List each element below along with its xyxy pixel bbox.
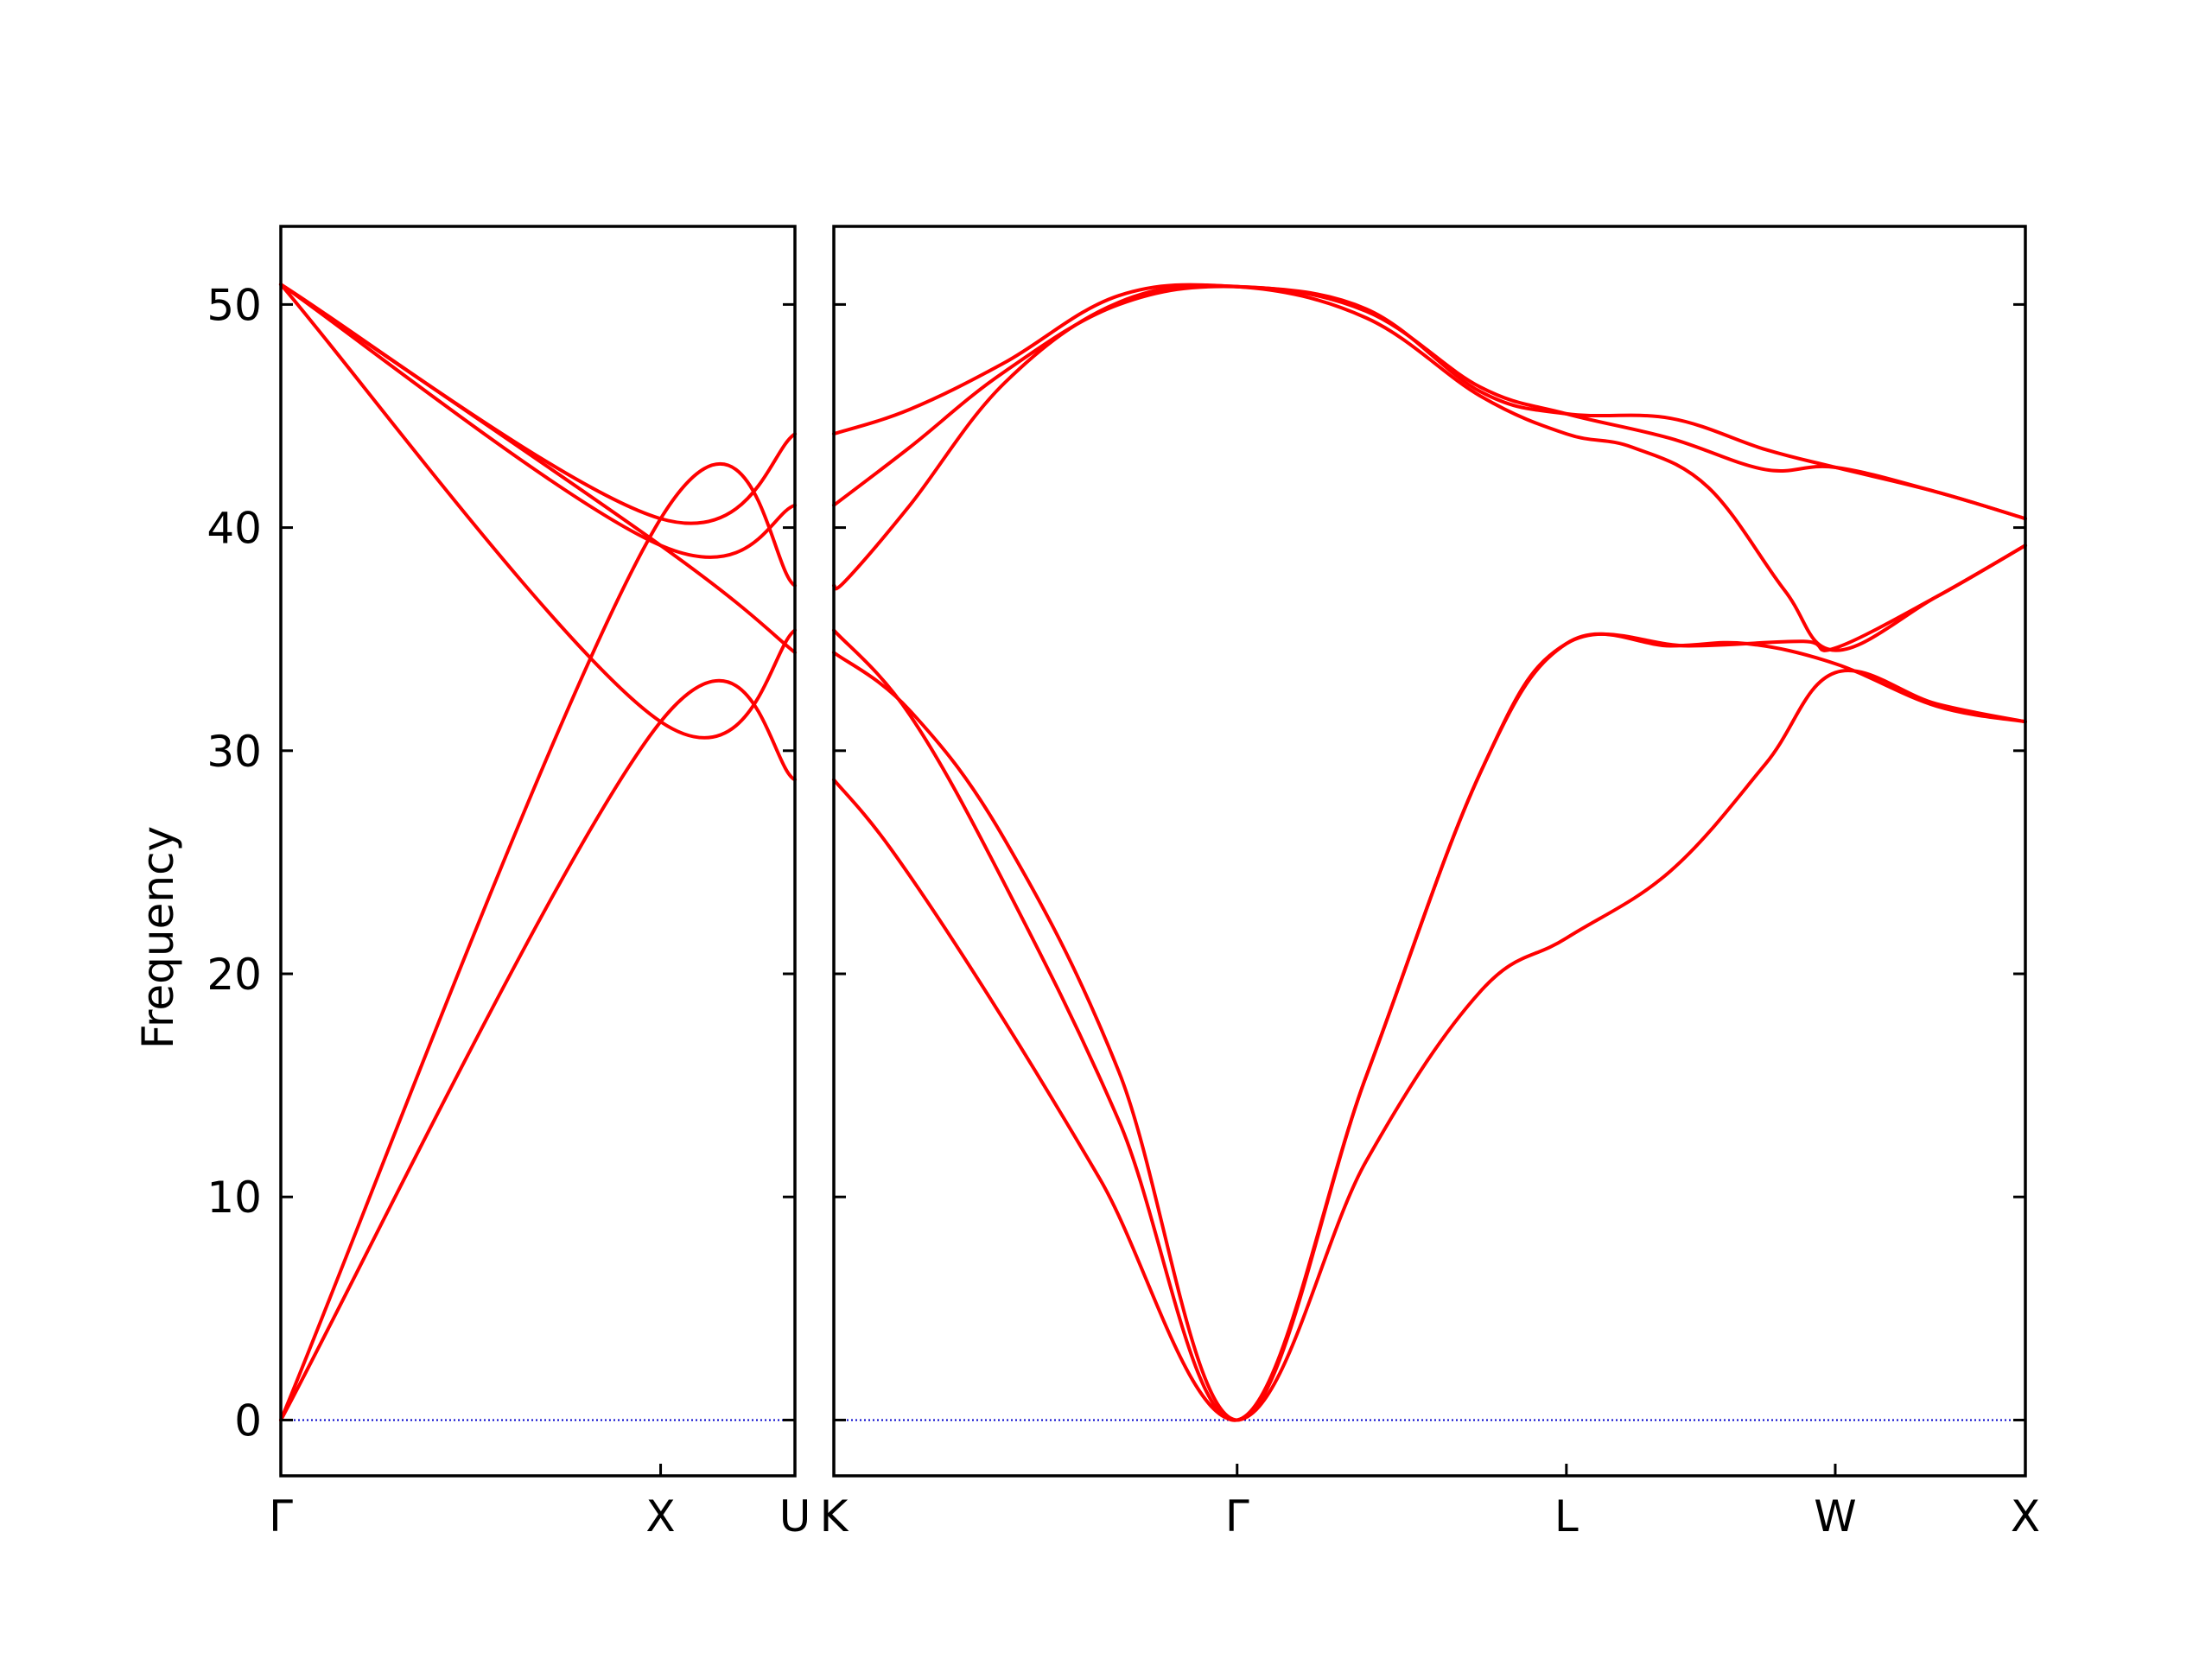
band-line-1 bbox=[832, 669, 2027, 1422]
band-line-6 bbox=[279, 283, 797, 740]
panel-gamma-x-u: 0 10 20 30 40 50 Γ X U bbox=[207, 225, 811, 1541]
y-tick-label: 30 bbox=[207, 727, 262, 777]
x-tick-label: Γ bbox=[1225, 1491, 1249, 1541]
x-tick-label: Γ bbox=[269, 1491, 293, 1541]
x-tick-label: W bbox=[1814, 1491, 1856, 1541]
y-tick-label: 0 bbox=[234, 1395, 262, 1446]
x-tick-label: X bbox=[645, 1491, 675, 1541]
band-line-6 bbox=[832, 283, 2027, 521]
band-line-1 bbox=[279, 678, 797, 1422]
y-axis-label: Frequency bbox=[133, 826, 183, 1049]
x-tick-label: K bbox=[820, 1491, 849, 1541]
plot-frame bbox=[832, 225, 2027, 1478]
x-tick-label: X bbox=[2011, 1491, 2040, 1541]
band-line-5 bbox=[279, 283, 797, 559]
band-line-5 bbox=[832, 284, 2027, 521]
band-line-2 bbox=[279, 461, 797, 1422]
plot-frame bbox=[279, 225, 797, 1478]
band-line-2 bbox=[832, 543, 2027, 1422]
y-tick-label: 50 bbox=[207, 280, 262, 330]
x-tick-label: L bbox=[1554, 1491, 1579, 1541]
y-tick-label: 40 bbox=[207, 504, 262, 554]
band-line-4 bbox=[832, 283, 2027, 652]
y-tick-label: 10 bbox=[207, 1173, 262, 1223]
band-line-4 bbox=[279, 283, 797, 525]
x-tick-label: U bbox=[779, 1491, 811, 1541]
y-tick-label: 20 bbox=[207, 950, 262, 1000]
band-line-3 bbox=[832, 632, 2027, 1422]
